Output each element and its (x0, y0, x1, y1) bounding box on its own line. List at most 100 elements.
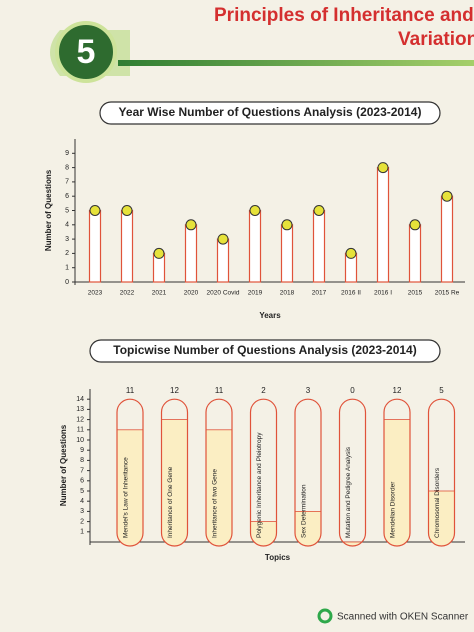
x-tick-label: Chromosomal Disorders (434, 467, 441, 538)
y-tick-label: 3 (65, 236, 69, 243)
bar (161, 419, 188, 547)
y-tick-label: 9 (65, 150, 69, 157)
bar (312, 209, 326, 283)
bar-marker (441, 190, 453, 202)
data-label: 0 (350, 386, 355, 395)
x-tick-label: Mutation and Pedigree Analysis (345, 446, 352, 538)
bar (206, 429, 232, 547)
y-tick-label: 11 (77, 427, 84, 434)
bar-marker (313, 205, 325, 216)
x-tick-label: 2022 (120, 290, 135, 297)
bar-marker (217, 233, 229, 245)
bar (440, 195, 454, 283)
bar (216, 238, 230, 283)
x-tick-label: Mendel's Law of Inheritance (123, 457, 130, 538)
bar-outline (338, 398, 367, 547)
y-tick-label: 12 (76, 416, 84, 423)
y-tick-label: 6 (80, 478, 84, 485)
y-tick-label: 10 (76, 437, 84, 444)
x-tick-label: Sex Determination (301, 484, 308, 538)
bar-marker (377, 162, 389, 174)
x-tick-label: 2020 (184, 290, 199, 297)
header-rule (118, 60, 474, 66)
x-tick-label: 2016 I (374, 290, 392, 297)
data-label: 3 (306, 386, 311, 395)
data-label: 5 (439, 386, 444, 395)
y-tick-label: 14 (76, 396, 84, 403)
y-tick-label: 1 (80, 529, 84, 536)
y-tick-label: 13 (76, 406, 84, 413)
x-tick-label: 2019 (248, 290, 263, 297)
x-tick-label: 2015 (408, 290, 423, 297)
data-label: 12 (170, 386, 179, 395)
x-tick-label: Polygenic Inheritance and Pleiotropy (256, 432, 263, 538)
chapter-title: Principles of Inheritance and (214, 5, 474, 26)
bar-marker (281, 219, 293, 231)
bar-marker (345, 247, 357, 259)
y-tick-label: 4 (65, 222, 69, 229)
y-tick-label: 4 (80, 498, 84, 505)
bar-outline (249, 398, 278, 547)
y-tick-label: 7 (65, 179, 69, 186)
x-tick-label: 2016 II (341, 290, 361, 297)
y-axis-label: Number of Questions (59, 424, 68, 506)
bar (248, 209, 262, 283)
x-tick-label: Inheritance of two Gene (212, 469, 219, 538)
x-tick-label: 2015 Re (435, 290, 460, 297)
x-tick-label: 2018 (280, 290, 295, 297)
y-tick-label: 8 (65, 164, 69, 171)
bar (295, 510, 321, 547)
bar-outline (116, 398, 144, 547)
data-label: 11 (126, 386, 135, 395)
bar (408, 224, 422, 283)
title-box (99, 101, 441, 125)
y-tick-label: 6 (65, 193, 69, 200)
chapter-title: Variation (398, 29, 474, 50)
title-box (89, 339, 441, 363)
y-tick-label: 8 (80, 457, 84, 464)
data-label: 11 (215, 386, 224, 395)
y-tick-label: 7 (80, 467, 84, 474)
chart-title: Year Wise Number of Questions Analysis (… (119, 105, 422, 119)
chart-title: Topicwise Number of Questions Analysis (… (113, 343, 416, 357)
y-axis-label: Number of Questions (44, 169, 53, 251)
data-label: 2 (261, 386, 266, 395)
bar-marker (121, 205, 133, 216)
bar-outline (160, 398, 189, 547)
bar-marker (89, 205, 101, 216)
chapter-badge (55, 21, 117, 83)
bar (280, 224, 294, 283)
x-tick-label: 2020 Covid (207, 290, 240, 297)
footer-text: Scanned with OKEN Scanner (337, 612, 469, 623)
bar-marker (409, 219, 421, 231)
x-tick-label: 2021 (152, 290, 167, 297)
data-label: 12 (393, 386, 402, 395)
y-tick-label: 5 (80, 488, 84, 495)
y-tick-label: 9 (80, 447, 84, 454)
x-axis-label: Topics (265, 553, 291, 562)
y-tick-label: 1 (65, 265, 69, 272)
bar-marker (249, 205, 261, 216)
bar-outline (383, 398, 411, 547)
y-tick-label: 2 (65, 250, 69, 257)
y-tick-label: 3 (80, 508, 84, 515)
x-tick-label: Mendelian Disorder (390, 481, 397, 538)
bar-outline (294, 398, 322, 547)
y-tick-label: 5 (65, 207, 69, 214)
x-tick-label: Inheritance of One Gene (167, 466, 174, 538)
y-tick-label: 2 (80, 518, 84, 525)
bar-marker (185, 219, 197, 231)
y-tick-label: 0 (65, 279, 69, 286)
bar (376, 167, 390, 283)
bar (120, 209, 134, 283)
scanner-icon (317, 608, 333, 624)
bar-outline (205, 398, 233, 547)
bar-outline (427, 398, 456, 547)
x-tick-label: 2023 (88, 290, 103, 297)
bar (117, 429, 143, 547)
bar-marker (153, 247, 165, 259)
bar (184, 224, 198, 283)
chapter-number: 5 (77, 33, 96, 71)
